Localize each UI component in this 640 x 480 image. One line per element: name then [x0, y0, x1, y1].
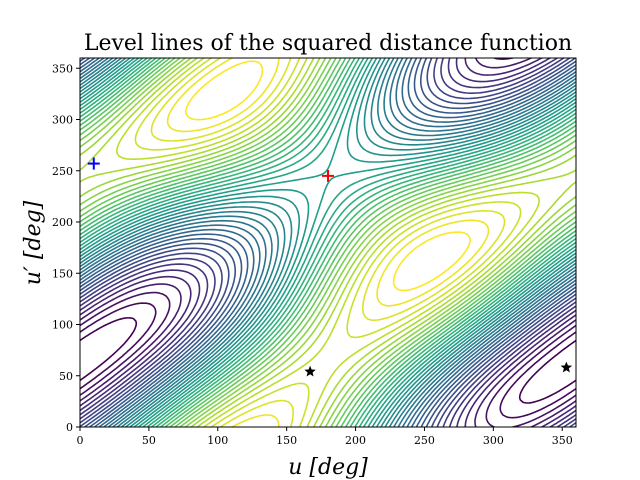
contour-level	[166, 58, 490, 427]
contour-level	[80, 58, 576, 427]
x-axis-ticks: 0 50 100 150 200 250 300 350	[77, 427, 573, 447]
x-tick-label: 50	[142, 434, 156, 447]
contour-level	[80, 58, 576, 427]
x-axis-label: u [deg]	[288, 455, 368, 480]
contour-level	[80, 58, 576, 427]
x-tick-label: 200	[345, 434, 366, 447]
contour-level	[80, 58, 576, 427]
contour-level	[80, 58, 576, 427]
contour-level	[80, 58, 576, 427]
x-tick-label: 150	[276, 434, 297, 447]
contour-level	[80, 58, 576, 427]
maximum-marker	[322, 169, 334, 182]
y-tick-label: 200	[52, 216, 73, 229]
critical-point-marker	[560, 361, 573, 373]
contour-level	[185, 60, 471, 292]
contour-level	[80, 58, 576, 427]
y-axis-ticks: 0 50 100 150 200 250 300 350	[52, 62, 80, 434]
y-tick-label: 50	[59, 370, 73, 383]
contour-level	[80, 58, 576, 427]
contour-level	[80, 58, 576, 427]
contour-level	[80, 302, 576, 419]
contour-level	[80, 58, 576, 427]
contour-level	[80, 58, 576, 427]
contour-level	[80, 58, 576, 427]
contour-level	[80, 58, 576, 427]
y-axis-label: u′ [deg]	[21, 200, 46, 285]
contour-level	[80, 58, 576, 427]
markers-layer	[87, 157, 573, 377]
contour-level	[80, 58, 576, 427]
contour-lines	[80, 58, 576, 427]
x-tick-label: 350	[552, 434, 573, 447]
contour-level	[80, 317, 576, 404]
y-tick-label: 250	[52, 165, 73, 178]
contour-level	[80, 58, 576, 427]
contour-level	[80, 58, 576, 427]
y-tick-label: 100	[52, 319, 73, 332]
y-tick-label: 300	[52, 114, 73, 127]
minimum-marker	[87, 157, 100, 170]
y-tick-label: 150	[52, 267, 73, 280]
contour-level	[80, 58, 576, 427]
axes-frame	[79, 57, 577, 428]
x-tick-label: 250	[414, 434, 435, 447]
y-tick-label: 350	[52, 62, 73, 75]
x-tick-label: 0	[77, 434, 84, 447]
contour-level	[150, 58, 506, 427]
contour-level	[80, 58, 576, 427]
y-tick-label: 0	[66, 421, 73, 434]
x-tick-label: 100	[207, 434, 228, 447]
critical-point-marker	[304, 365, 316, 377]
chart-title: Level lines of the squared distance func…	[84, 31, 572, 56]
contour-level	[116, 58, 540, 427]
x-tick-label: 300	[483, 434, 504, 447]
